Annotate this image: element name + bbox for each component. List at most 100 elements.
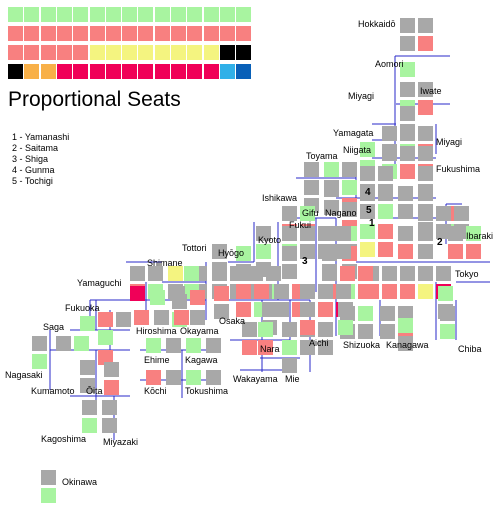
- seat-square: [342, 180, 357, 195]
- seat-square: [282, 226, 297, 241]
- seat-square: [105, 26, 121, 41]
- seat-square: [8, 7, 23, 22]
- seat-square: [146, 370, 161, 385]
- seat-square: [105, 7, 121, 22]
- seat-square: [400, 106, 415, 121]
- seat-square: [258, 322, 273, 337]
- seat-square: [24, 26, 40, 41]
- label-miyagi-east: Miyagi: [436, 137, 463, 147]
- seat-square: [89, 45, 105, 60]
- seat-square: [242, 340, 257, 355]
- seat-square: [122, 7, 138, 22]
- seat-square: [282, 322, 297, 337]
- seat-square: [360, 242, 375, 257]
- seat-square: [102, 418, 117, 433]
- label-ishikawa: Ishikawa: [262, 193, 298, 203]
- seat-square: [56, 26, 72, 41]
- seat-square: [438, 286, 453, 301]
- label-yamagata: Yamagata: [333, 128, 374, 138]
- seat-square: [382, 266, 397, 281]
- seat-square: [98, 330, 113, 345]
- seat-square: [154, 310, 169, 325]
- seat-square: [304, 162, 319, 177]
- seat-square: [168, 266, 183, 281]
- seat-square: [41, 470, 56, 485]
- seat-square: [262, 302, 277, 317]
- seat-square: [138, 26, 154, 41]
- label-ehime: Ehime: [144, 355, 170, 365]
- label-aomori: Aomori: [375, 59, 404, 69]
- label-hokkaido: Hokkaidō: [358, 19, 396, 29]
- seat-square: [219, 7, 235, 22]
- seat-square: [56, 7, 72, 22]
- seat-square: [282, 206, 297, 221]
- seat-square: [40, 64, 56, 79]
- seat-square: [300, 302, 315, 317]
- seat-square: [300, 340, 315, 355]
- seat-square: [104, 362, 119, 377]
- seat-square: [436, 206, 451, 221]
- seat-square: [338, 302, 353, 317]
- seat-square: [454, 206, 469, 221]
- label-niigata: Niigata: [343, 145, 372, 155]
- seat-square: [274, 302, 289, 317]
- seat-square: [400, 62, 415, 77]
- seat-square: [418, 18, 433, 33]
- seat-square: [187, 64, 203, 79]
- seat-square: [32, 336, 47, 351]
- label-kagawa: Kagawa: [185, 355, 218, 365]
- label-tottori: Tottori: [182, 243, 207, 253]
- seat-square: [418, 284, 433, 299]
- seat-square: [336, 284, 351, 299]
- seat-square: [400, 284, 415, 299]
- seat-square: [186, 370, 201, 385]
- seat-square: [418, 36, 433, 51]
- seat-square: [282, 246, 297, 261]
- seat-square: [203, 7, 219, 22]
- label-yamaguchi: Yamaguchi: [77, 278, 122, 288]
- seat-square: [340, 266, 355, 281]
- seat-square: [400, 36, 415, 51]
- seat-square: [380, 324, 395, 339]
- seat-square: [466, 244, 481, 259]
- seat-square: [300, 320, 315, 335]
- seat-square: [174, 310, 189, 325]
- seat-square: [56, 336, 71, 351]
- seat-square: [8, 64, 23, 79]
- seat-square: [56, 45, 72, 60]
- seat-square: [466, 226, 481, 241]
- seat-square: [274, 284, 289, 299]
- seat-square: [130, 286, 145, 301]
- seat-square: [206, 338, 221, 353]
- seat-square: [324, 182, 339, 197]
- number-key-item: 1 - Yamanashi: [12, 132, 70, 142]
- seat-square: [358, 266, 373, 281]
- seat-square: [418, 226, 433, 241]
- seat-square: [266, 266, 281, 281]
- label-aichi: Aichi: [309, 338, 329, 348]
- seat-square: [214, 304, 229, 319]
- seat-square: [203, 26, 219, 41]
- seat-square: [378, 166, 393, 181]
- seat-square: [73, 26, 89, 41]
- seat-square: [380, 306, 395, 321]
- seat-square: [382, 146, 397, 161]
- label-kyoto: Kyoto: [258, 235, 282, 245]
- seat-square: [336, 244, 351, 259]
- seat-square: [203, 64, 219, 79]
- seat-square: [190, 290, 205, 305]
- seat-square: [382, 126, 397, 141]
- seat-square: [448, 244, 463, 259]
- seat-square: [358, 284, 373, 299]
- seat-square: [258, 340, 273, 355]
- seat-square: [171, 45, 186, 60]
- seat-square: [122, 26, 138, 41]
- seat-square: [436, 224, 451, 239]
- seat-square: [378, 204, 393, 219]
- seat-square: [166, 370, 181, 385]
- seat-square: [400, 18, 415, 33]
- seat-square: [418, 186, 433, 201]
- seat-square: [360, 204, 375, 219]
- seat-square: [80, 360, 95, 375]
- seat-square: [138, 45, 154, 60]
